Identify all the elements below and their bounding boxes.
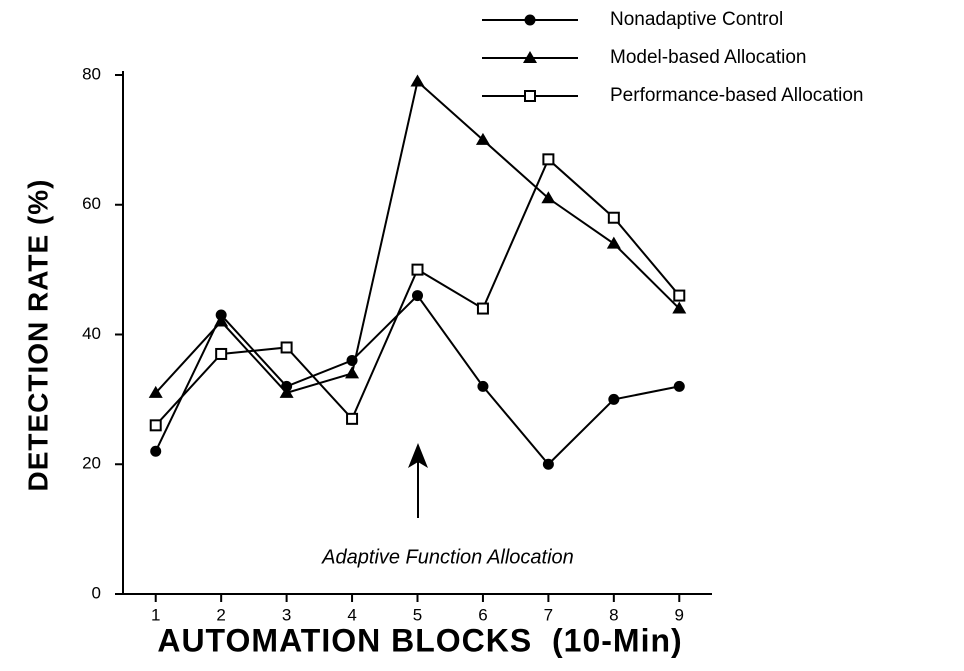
marker: [607, 211, 620, 224]
legend-marker: [523, 51, 537, 63]
x-tick-label: 9: [675, 605, 684, 624]
x-tick-label: 4: [347, 605, 356, 624]
marker: [280, 341, 293, 354]
marker: [279, 385, 294, 398]
marker: [148, 385, 163, 398]
marker: [214, 314, 229, 327]
x-tick-label: 8: [609, 605, 618, 624]
legend-marker: [524, 90, 536, 102]
marker: [149, 419, 162, 432]
marker: [673, 380, 685, 392]
x-tick-label: 7: [544, 605, 553, 624]
marker: [475, 132, 490, 145]
legend-label: Performance-based Allocation: [610, 85, 863, 106]
series-line: [154, 294, 680, 466]
y-tick-label: 0: [92, 583, 101, 602]
y-tick-label: 20: [82, 454, 101, 473]
marker: [410, 74, 425, 87]
x-tick-label: 6: [478, 605, 487, 624]
marker: [673, 289, 686, 302]
marker: [672, 301, 687, 314]
y-tick-label: 60: [82, 194, 101, 213]
marker: [412, 290, 423, 302]
marker: [215, 347, 228, 360]
annotation: Adaptive Function Allocation: [321, 546, 574, 568]
x-tick-label: 3: [282, 605, 291, 624]
legend-label: Nonadaptive Control: [610, 9, 783, 30]
series-line: [154, 79, 680, 395]
y-axis-label: DETECTION RATE (%): [22, 178, 53, 491]
marker: [608, 393, 620, 405]
marker: [477, 380, 489, 392]
marker: [150, 445, 162, 457]
marker: [542, 458, 554, 470]
y-tick-label: 80: [82, 64, 101, 83]
marker: [411, 263, 424, 276]
x-tick-label: 5: [413, 605, 422, 624]
marker: [541, 191, 556, 204]
y-tick-label: 40: [82, 324, 101, 343]
legend-marker: [524, 14, 536, 26]
marker: [345, 366, 360, 379]
x-axis-label: AUTOMATION BLOCKS (10-Min): [157, 622, 682, 658]
marker: [606, 236, 621, 249]
marker: [346, 412, 359, 425]
legend-label: Model-based Allocation: [610, 47, 806, 68]
x-tick-label: 2: [216, 605, 225, 624]
marker: [542, 153, 555, 166]
marker: [476, 302, 489, 315]
x-tick-label: 1: [151, 605, 160, 624]
arrow-head: [408, 443, 428, 468]
